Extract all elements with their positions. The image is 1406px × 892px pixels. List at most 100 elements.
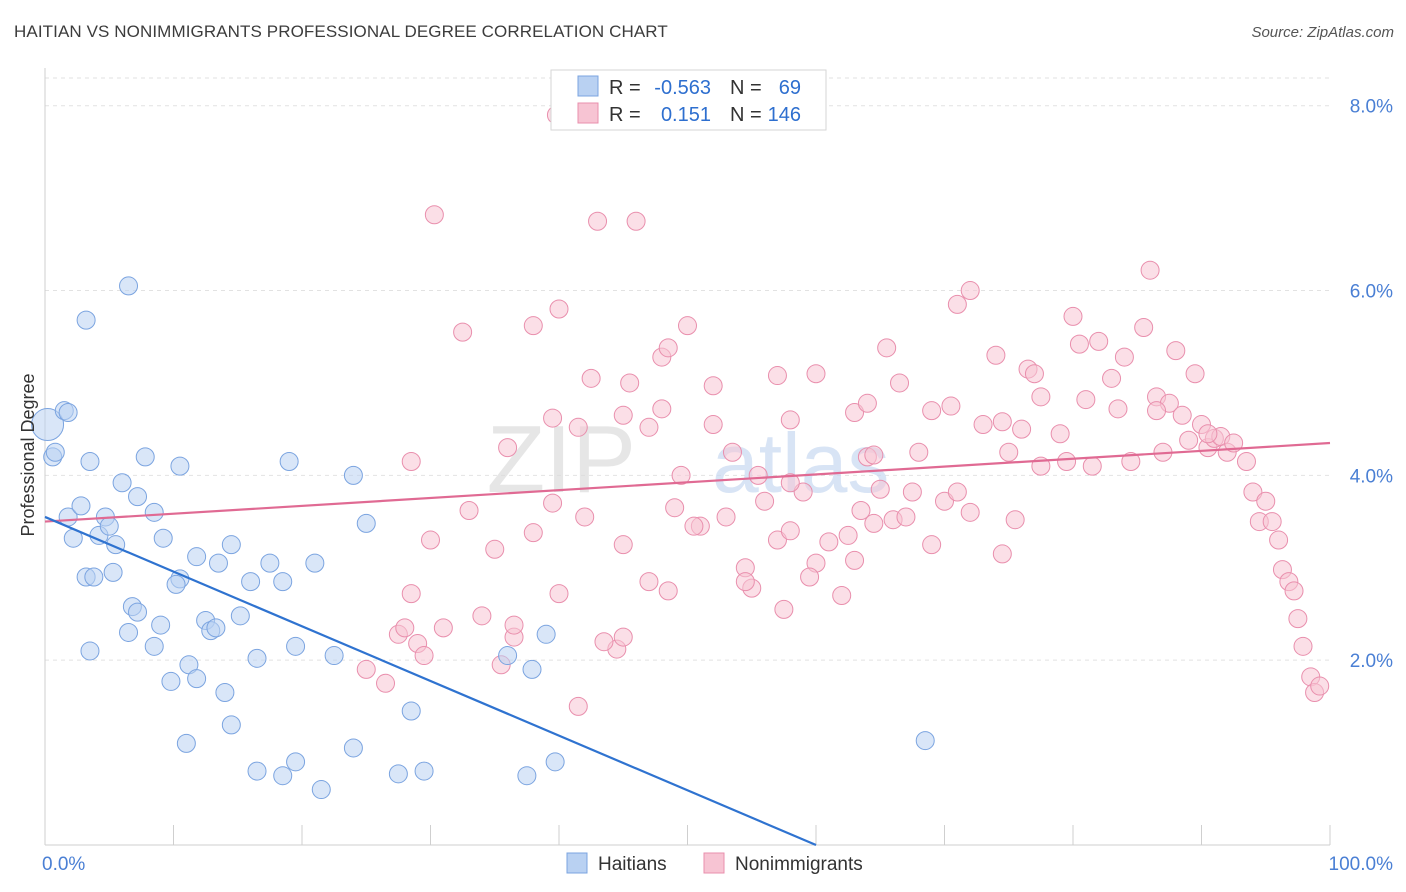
nonimmigrants-point [652,399,672,419]
nonimmigrants-point [356,659,376,679]
nonimmigrants-point [1012,419,1032,439]
nonimmigrants-point [549,584,569,604]
haitians-point [221,535,241,555]
haitians-point [170,456,190,476]
nonimmigrants-point [960,281,980,301]
nonimmigrants-point [1089,331,1109,351]
nonimmigrants-point [947,294,967,314]
nonimmigrants-point [1166,341,1186,361]
nonimmigrants-point [613,627,633,647]
haitians-point [343,465,363,485]
nonimmigrants-point [1050,424,1070,444]
series-nonimmigrants [356,105,1330,716]
watermark-zip: ZIP [487,406,636,513]
haitians-point [151,615,171,635]
nonimmigrants-point [1185,364,1205,384]
nonimmigrants-point [523,523,543,543]
nonimmigrants-point [459,500,479,520]
nonimmigrants-point [421,530,440,550]
stats-n-label-nonimmigrants: N = [730,104,762,126]
nonimmigrants-point [1114,347,1134,367]
haitians-point [498,646,518,666]
haitians-point [545,752,565,772]
nonimmigrants-point [902,482,922,502]
haitians-point [128,602,148,622]
nonimmigrants-point [755,491,775,511]
nonimmigrants-point [1310,676,1330,696]
haitians-point [76,310,96,330]
nonimmigrants-point [1224,433,1244,453]
nonimmigrants-point [568,417,588,437]
nonimmigrants-point [658,581,678,601]
haitians-point [166,574,186,594]
nonimmigrants-point [1262,512,1282,532]
haitians-point [356,513,376,533]
legend: Haitians Nonimmigrants [566,852,863,875]
nonimmigrants-point [1172,405,1192,425]
haitians-point [99,516,119,536]
nonimmigrants-point [909,442,929,462]
nonimmigrants-point [543,493,563,513]
nonimmigrants-point [922,401,942,421]
nonimmigrants-point [1293,636,1313,656]
series-haitians [31,276,935,800]
nonimmigrants-point [767,366,787,386]
nonimmigrants-point [613,535,633,555]
x-tick-labels: 0.0% 100.0% [42,854,1393,875]
haitians-point [247,761,267,781]
nonimmigrants-point [1057,452,1077,471]
stats-r-value-nonimmigrants: 0.151 [661,104,711,126]
haitians-point [206,618,226,638]
chart-title: HAITIAN VS NONIMMIGRANTS PROFESSIONAL DE… [14,22,668,41]
legend-label-nonimmigrants: Nonimmigrants [735,854,863,875]
haitians-point [45,442,65,462]
nonimmigrants-point [780,410,800,430]
nonimmigrants-point [767,530,787,550]
nonimmigrants-point [703,415,723,435]
haitians-point [343,738,363,758]
nonimmigrants-point [626,211,646,231]
y-tick-label: 6.0% [1350,282,1393,303]
nonimmigrants-point [1179,430,1199,450]
nonimmigrants-point [678,316,697,336]
legend-swatch-nonimmigrants [703,852,725,874]
haitians-point [84,567,104,587]
haitians-point [103,562,123,582]
nonimmigrants-point [543,408,563,428]
haitians-point [176,733,196,753]
nonimmigrants-point [877,338,897,358]
nonimmigrants-point [819,532,839,552]
nonimmigrants-point [780,521,800,541]
haitians-point [517,766,537,786]
haitians-point [536,624,556,644]
nonimmigrants-point [973,415,993,435]
nonimmigrants-point [684,516,704,536]
stats-box: R = -0.563 N = 69 R = 0.151 N = 146 [550,69,827,131]
legend-swatch-haitians [566,852,588,874]
haitians-point [286,752,306,772]
stats-swatch-nonimmigrants [577,102,599,124]
nonimmigrants-point [1284,581,1304,601]
stats-r-value-haitians: -0.563 [654,77,711,99]
nonimmigrants-point [613,405,633,425]
trend-lines [44,441,1331,847]
nonimmigrants-point [433,618,453,638]
haitians-point [80,452,100,471]
haitians-point [119,276,139,296]
nonimmigrants-point [890,373,910,393]
nonimmigrants-point [999,442,1019,462]
stats-n-label-haitians: N = [730,77,762,99]
nonimmigrants-point [1063,306,1083,326]
nonimmigrants-point [376,673,396,693]
nonimmigrants-point [780,473,800,493]
haitians-point [388,764,408,784]
nonimmigrants-point [1134,318,1154,338]
haitians-point [128,487,148,507]
nonimmigrants-point [401,584,421,604]
nonimmigrants-point [658,338,678,358]
nonimmigrants-point [1076,390,1096,410]
stats-n-value-nonimmigrants: 146 [768,104,801,126]
source-label: Source: ZipAtlas.com [1251,24,1394,41]
nonimmigrants-point [1102,368,1122,388]
haitians-point [71,496,91,516]
